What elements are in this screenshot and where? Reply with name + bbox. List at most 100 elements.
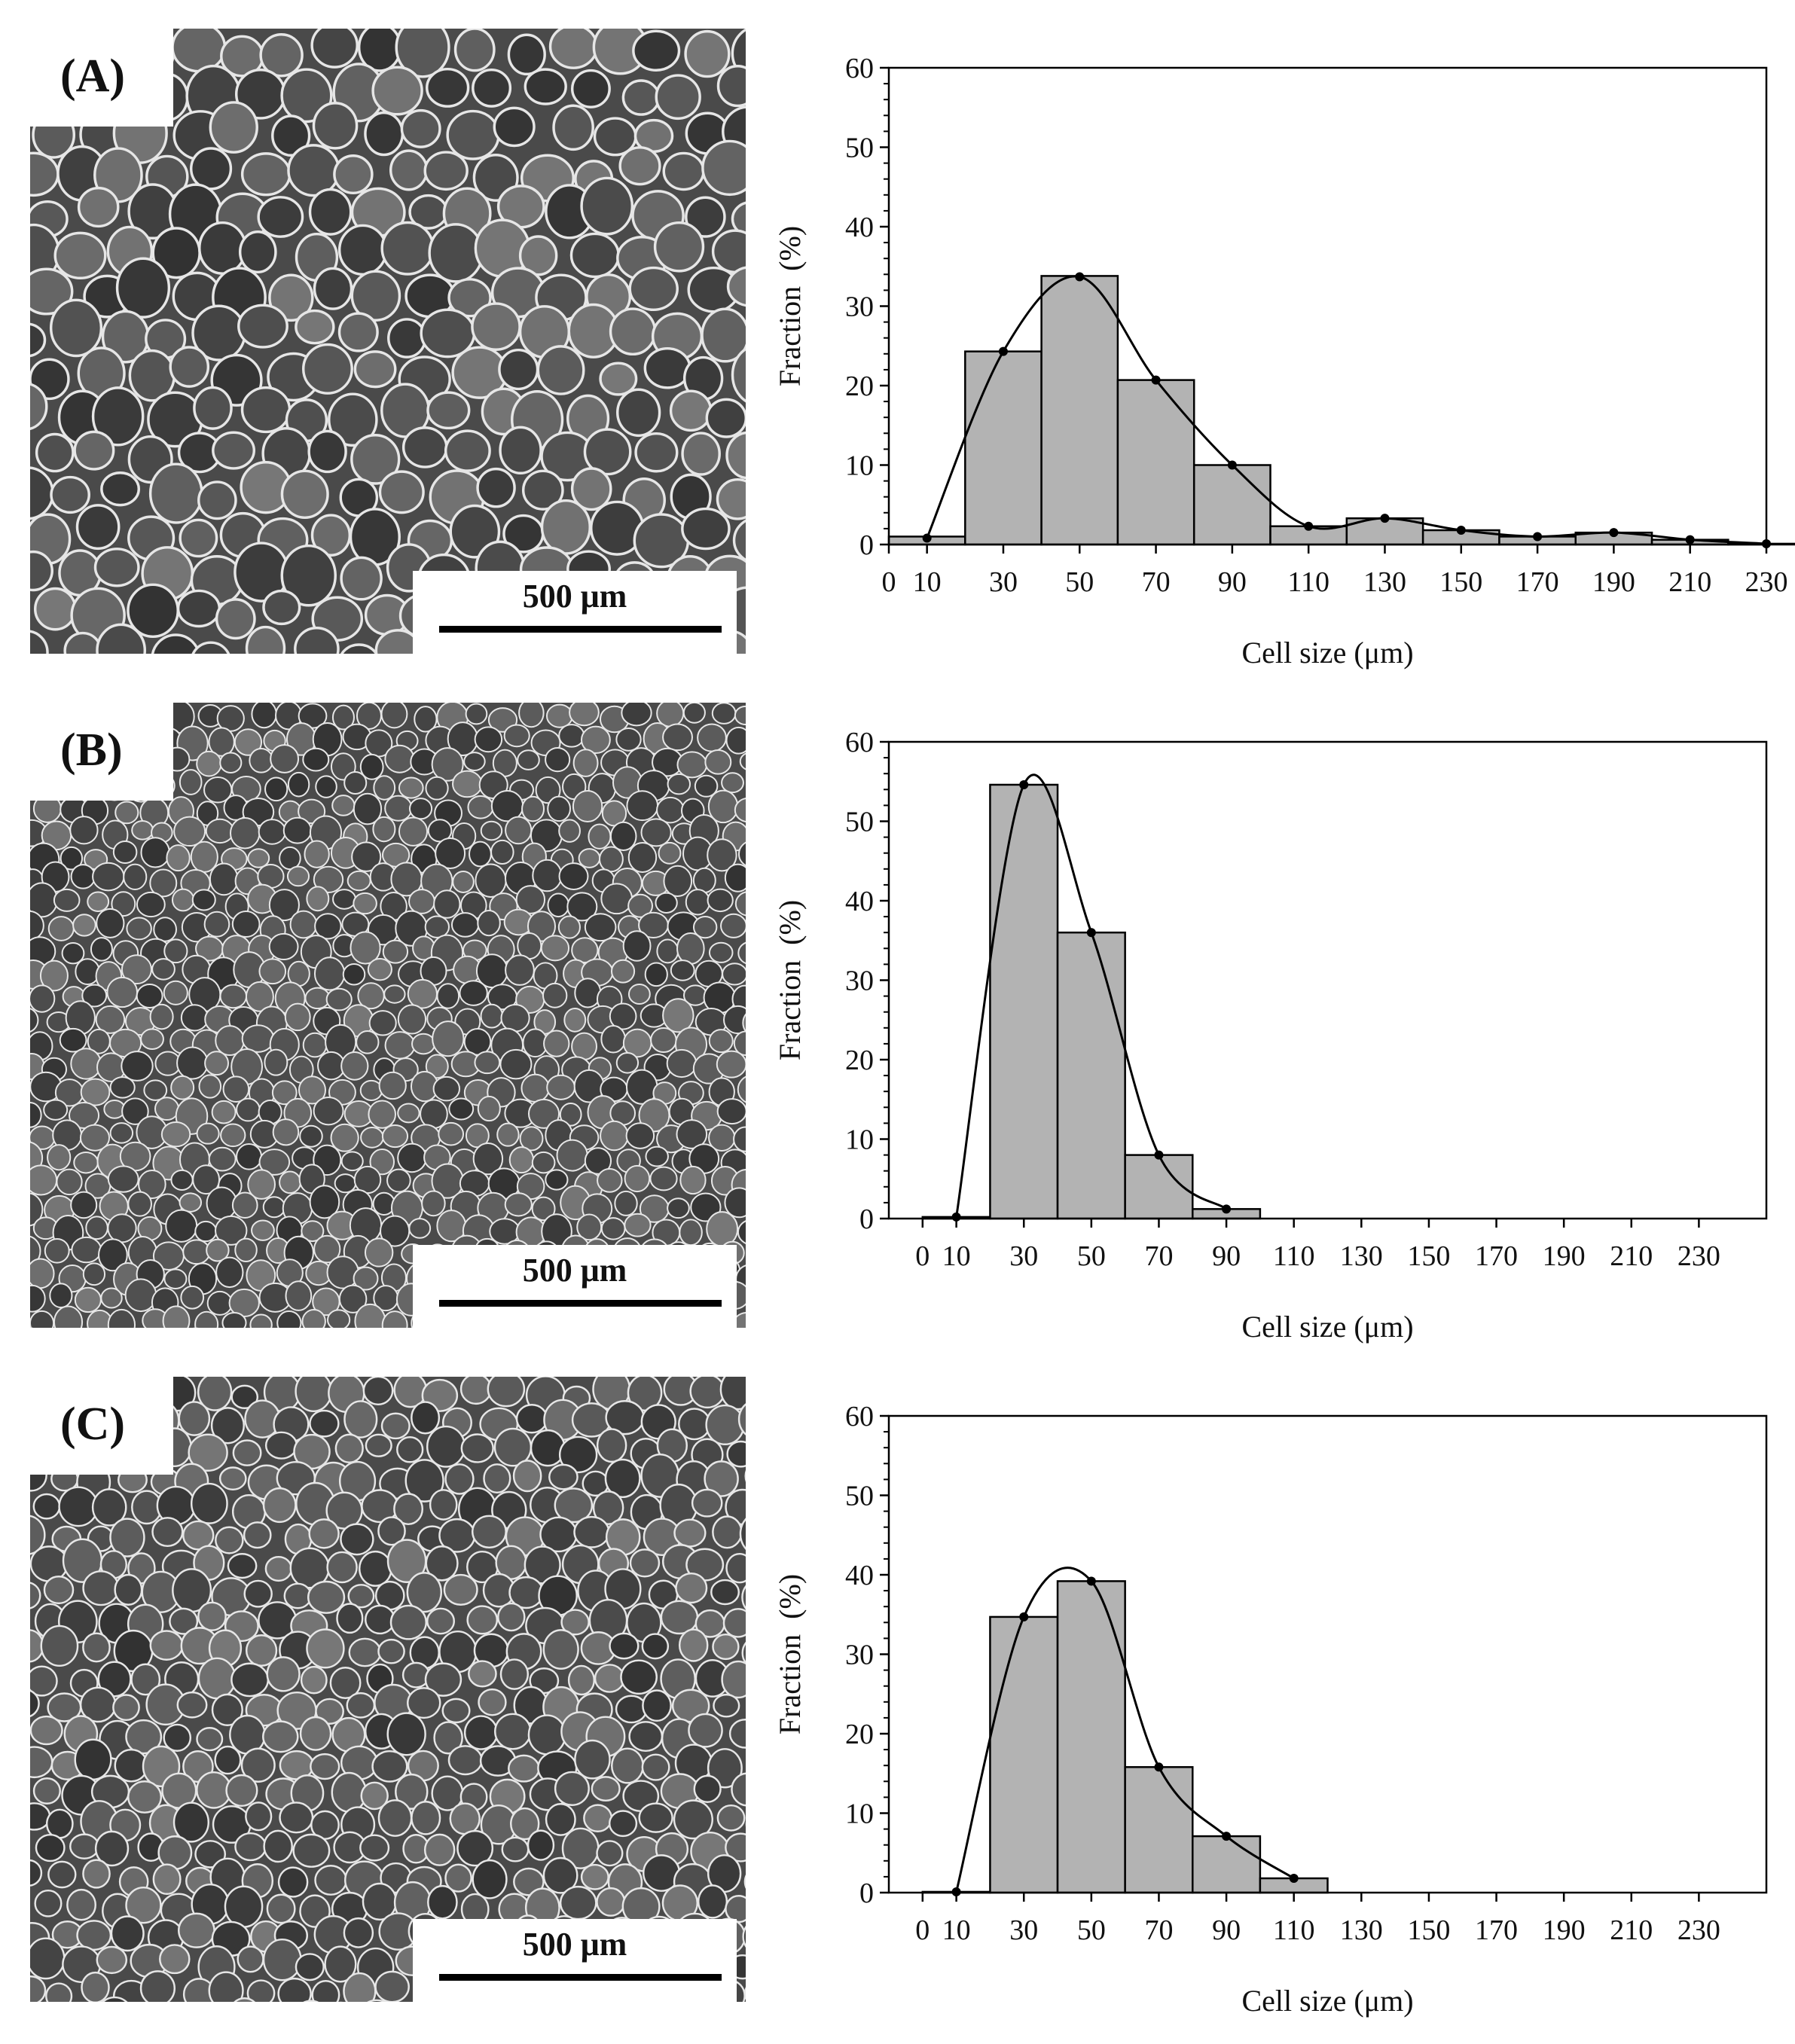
fit-point: [1304, 521, 1314, 531]
foam-texture-b: [30, 703, 746, 1328]
y-axis-label: Fraction (%): [773, 900, 807, 1060]
panel-label-box-c: (C): [30, 1377, 173, 1475]
x-tick-label: 30: [1009, 1240, 1038, 1272]
fit-point: [922, 533, 932, 543]
foam-texture-c: [30, 1377, 746, 2002]
x-tick-label: 90: [1212, 1240, 1241, 1272]
scale-bar-label-b: 500 μm: [522, 1252, 627, 1289]
x-tick-label: 70: [1144, 1240, 1173, 1272]
x-tick-label: 30: [1009, 1914, 1038, 1946]
y-tick-label: 60: [845, 53, 874, 84]
y-tick-label: 30: [845, 291, 874, 323]
fit-point: [1762, 538, 1771, 548]
fit-point: [998, 346, 1008, 356]
histogram-a: 0 10 20 30 40 50 60 0 10 30 50 70 90 110 130 150 170 190 2…: [753, 0, 1795, 678]
x-tick-label: 0: [882, 566, 896, 598]
x-tick-label: 190: [1543, 1240, 1586, 1272]
histogram-bar: [964, 350, 1043, 546]
histogram-bar: [1192, 1835, 1262, 1894]
fit-point: [1075, 272, 1085, 282]
fit-point: [1609, 528, 1619, 538]
x-tick-label: 170: [1516, 566, 1559, 598]
y-tick-label: 60: [845, 727, 874, 758]
y-tick-label: 10: [845, 1798, 874, 1830]
x-tick-label: 30: [989, 566, 1018, 598]
fit-point: [1380, 514, 1390, 523]
fit-point: [1222, 1204, 1232, 1214]
fit-point: [1154, 1150, 1164, 1160]
fit-point: [1019, 1612, 1029, 1621]
histogram-svg-a: 0 10 20 30 40 50 60 0 10 30 50 70 90 110 130 150 170 190 2…: [773, 53, 1795, 670]
fit-point: [1086, 1576, 1096, 1586]
x-tick-label: 90: [1212, 1914, 1241, 1946]
x-tick-label: 230: [1745, 566, 1788, 598]
x-tick-label: 50: [1065, 566, 1094, 598]
fit-point: [1533, 532, 1543, 542]
x-tick-label: 0: [915, 1240, 930, 1272]
y-tick-label: 10: [845, 450, 874, 482]
fit-point: [1685, 535, 1695, 545]
scale-bar-label-a: 500 μm: [522, 578, 627, 615]
x-tick-label: 0: [915, 1914, 930, 1946]
foam-texture-a: [30, 29, 746, 654]
x-tick-label: 150: [1407, 1240, 1450, 1272]
y-tick-label: 40: [845, 886, 874, 917]
histogram-bar: [989, 1615, 1059, 1894]
y-tick-label: 40: [845, 1560, 874, 1591]
y-tick-label: 20: [845, 1719, 874, 1750]
fit-point: [1086, 928, 1096, 938]
y-tick-label: 50: [845, 807, 874, 838]
y-tick-label: 20: [845, 371, 874, 402]
x-tick-label: 170: [1475, 1240, 1518, 1272]
histogram-bar: [1124, 1766, 1194, 1894]
y-tick-label: 50: [845, 133, 874, 164]
histogram-bar: [1040, 275, 1119, 546]
y-tick-label: 10: [845, 1124, 874, 1156]
scale-bar-c: [439, 1974, 722, 1981]
y-tick-label: 0: [859, 529, 874, 561]
x-tick-label: 150: [1439, 566, 1482, 598]
x-tick-label: 110: [1287, 566, 1329, 598]
y-tick-label: 50: [845, 1481, 874, 1512]
sem-micrograph-a: (A) 500 μm: [30, 29, 746, 654]
x-tick-label: 50: [1077, 1914, 1106, 1946]
y-tick-label: 40: [845, 212, 874, 243]
x-tick-label: 10: [942, 1240, 971, 1272]
x-tick-label: 210: [1610, 1240, 1653, 1272]
x-axis-label: Cell size (μm): [1241, 636, 1413, 670]
fit-point: [1222, 1832, 1232, 1841]
panel-label-box-a: (A): [30, 29, 173, 127]
y-tick-label: 20: [845, 1045, 874, 1076]
y-tick-label: 60: [845, 1401, 874, 1432]
x-tick-label: 190: [1592, 566, 1635, 598]
y-tick-label: 0: [859, 1204, 874, 1235]
scale-bar-box-b: 500 μm: [413, 1245, 737, 1328]
x-tick-label: 150: [1407, 1914, 1450, 1946]
scale-bar-a: [439, 626, 722, 633]
x-tick-label: 190: [1543, 1914, 1586, 1946]
x-tick-label: 70: [1142, 566, 1171, 598]
x-axis-label: Cell size (μm): [1241, 1310, 1413, 1344]
x-tick-label: 210: [1668, 566, 1711, 598]
sem-micrograph-c: (C) 500 μm: [30, 1377, 746, 2002]
x-tick-label: 70: [1144, 1914, 1173, 1946]
panel-a: (A) 500 μm 0 10 20 30 40 50 60 0 10 30 50 70 90 110 13…: [0, 0, 1795, 678]
fit-point: [1289, 1874, 1299, 1884]
x-tick-label: 110: [1273, 1914, 1315, 1946]
y-tick-label: 0: [859, 1878, 874, 1909]
histogram-svg-c: 0 10 20 30 40 50 60 0 10 30 50 70 90 110 130 150 170 190 2…: [773, 1401, 1768, 2018]
y-tick-label: 30: [845, 1640, 874, 1671]
panel-label-c: (C): [60, 1399, 126, 1450]
scale-bar-b: [439, 1300, 722, 1307]
histogram-b: 0 10 20 30 40 50 60 0 10 30 50 70 90 110 130 150 170 190 2…: [753, 674, 1795, 1352]
scale-bar-box-c: 500 μm: [413, 1919, 737, 2002]
panel-label-box-b: (B): [30, 703, 173, 801]
histogram-c: 0 10 20 30 40 50 60 0 10 30 50 70 90 110 130 150 170 190 2…: [753, 1348, 1795, 2026]
panel-label-a: (A): [60, 50, 126, 102]
histogram-bar: [1116, 379, 1195, 546]
x-tick-label: 10: [913, 566, 942, 598]
histogram-bar: [1056, 931, 1126, 1220]
x-tick-label: 90: [1218, 566, 1247, 598]
x-tick-label: 110: [1273, 1240, 1315, 1272]
x-tick-label: 230: [1677, 1240, 1720, 1272]
